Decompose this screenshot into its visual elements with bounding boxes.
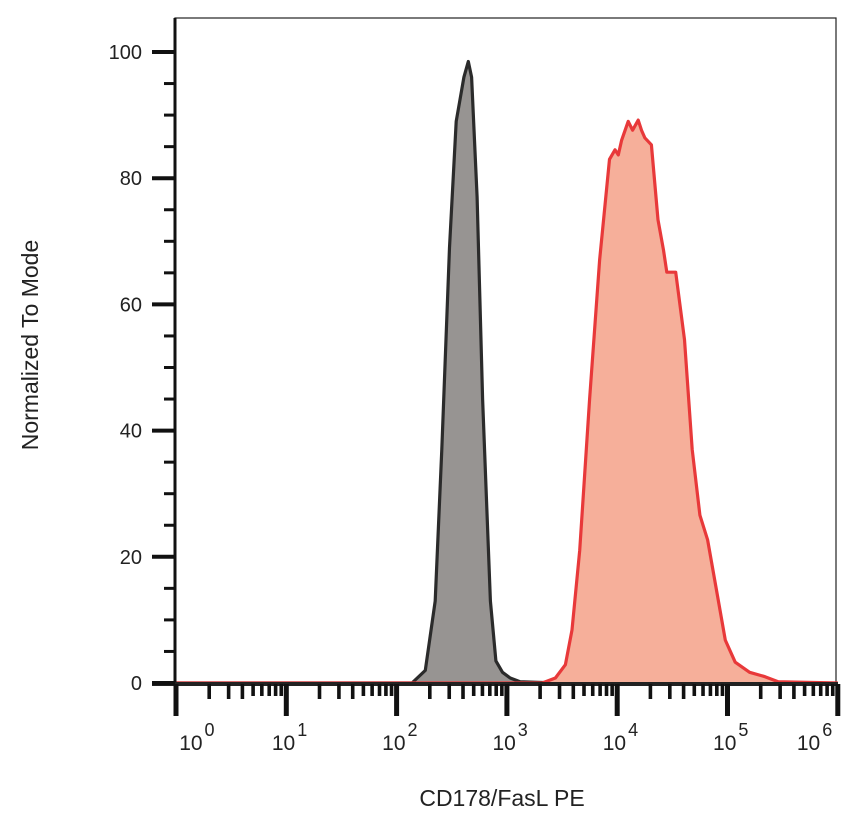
- x-minor-tick: [818, 684, 823, 696]
- x-minor-tick: [389, 684, 394, 696]
- x-tick-base: 10: [382, 732, 405, 755]
- x-minor-tick: [273, 684, 278, 696]
- x-tick-label: 101: [272, 720, 307, 755]
- x-minor-tick: [582, 684, 586, 696]
- x-tick-base: 10: [797, 732, 820, 755]
- x-tick-label: 105: [713, 720, 748, 755]
- series-layer: [176, 59, 838, 685]
- x-major-tick: [504, 684, 510, 716]
- x-minor-tick: [461, 684, 465, 699]
- y-tick-label: 40: [120, 421, 142, 443]
- x-tick-exponent: 5: [738, 720, 748, 740]
- x-minor-tick: [428, 684, 432, 699]
- x-minor-tick: [361, 684, 366, 696]
- x-minor-tick: [681, 684, 686, 699]
- x-tick-label: 100: [179, 720, 214, 755]
- x-minor-tick: [648, 684, 653, 699]
- x-minor-tick: [825, 684, 829, 696]
- series-line-0: [176, 59, 557, 685]
- x-minor-tick: [758, 684, 763, 699]
- x-minor-tick: [226, 684, 231, 699]
- x-tick-label: 106: [797, 720, 832, 755]
- x-minor-tick: [384, 684, 388, 696]
- series-fill-1: [176, 120, 838, 684]
- y-tick-label: 80: [120, 168, 142, 190]
- plot-frame: [174, 17, 837, 684]
- x-minor-tick: [471, 684, 476, 696]
- x-minor-tick: [494, 684, 499, 696]
- x-minor-tick: [598, 684, 602, 696]
- x-tick-exponent: 4: [628, 720, 638, 740]
- x-tick-exponent: 3: [518, 720, 528, 740]
- y-tick-label: 0: [131, 673, 142, 695]
- x-minor-tick: [207, 684, 212, 699]
- x-major-tick: [394, 684, 400, 716]
- x-tick-label: 104: [603, 720, 638, 755]
- x-minor-tick: [610, 684, 614, 696]
- x-major-tick: [835, 684, 841, 716]
- x-tick-exponent: 1: [297, 720, 307, 740]
- x-minor-tick: [668, 684, 672, 699]
- x-minor-tick: [590, 684, 595, 696]
- x-minor-tick: [240, 684, 245, 699]
- x-tick-exponent: 0: [205, 720, 215, 740]
- series-fill-0: [176, 61, 557, 683]
- x-minor-tick: [370, 684, 374, 696]
- x-minor-tick: [377, 684, 382, 696]
- x-tick-exponent: 6: [822, 720, 832, 740]
- x-minor-tick: [260, 684, 264, 696]
- x-minor-tick: [317, 684, 322, 699]
- y-tick-label: 60: [120, 294, 142, 316]
- y-tick-label: 20: [120, 547, 142, 569]
- x-minor-tick: [604, 684, 609, 696]
- x-tick-base: 10: [603, 732, 626, 755]
- x-minor-tick: [480, 684, 485, 696]
- x-minor-tick: [267, 684, 272, 696]
- series-line-1: [176, 118, 838, 685]
- x-minor-tick: [538, 684, 542, 699]
- x-minor-tick: [811, 684, 816, 696]
- x-minor-tick: [279, 684, 284, 696]
- x-tick-base: 10: [713, 732, 736, 755]
- y-tick-label: 100: [109, 42, 142, 64]
- x-minor-tick: [251, 684, 255, 696]
- x-minor-tick: [488, 684, 492, 696]
- x-tick-label: 102: [382, 720, 417, 755]
- x-minor-tick: [350, 684, 355, 699]
- y-axis-title: Normalized To Mode: [17, 240, 43, 451]
- x-minor-tick: [720, 684, 725, 696]
- x-minor-tick: [447, 684, 452, 699]
- x-minor-tick: [802, 684, 807, 696]
- x-minor-tick: [692, 684, 697, 696]
- x-minor-tick: [830, 684, 835, 696]
- x-major-tick: [283, 684, 289, 716]
- x-minor-tick: [337, 684, 341, 699]
- x-minor-tick: [708, 684, 713, 696]
- x-major-tick: [614, 684, 620, 716]
- x-tick-exponent: 2: [408, 720, 418, 740]
- x-minor-tick: [571, 684, 576, 699]
- x-minor-tick: [500, 684, 504, 696]
- x-tick-label: 103: [492, 720, 527, 755]
- x-axis-title: CD178/FasL PE: [419, 785, 584, 811]
- x-minor-tick: [792, 684, 796, 699]
- x-major-tick: [725, 684, 730, 716]
- x-minor-tick: [701, 684, 705, 696]
- x-tick-base: 10: [492, 732, 515, 755]
- x-minor-tick: [557, 684, 562, 699]
- x-minor-tick: [715, 684, 719, 696]
- x-minor-tick: [778, 684, 782, 699]
- x-tick-base: 10: [272, 732, 295, 755]
- x-major-tick: [173, 684, 179, 716]
- x-tick-base: 10: [179, 732, 202, 755]
